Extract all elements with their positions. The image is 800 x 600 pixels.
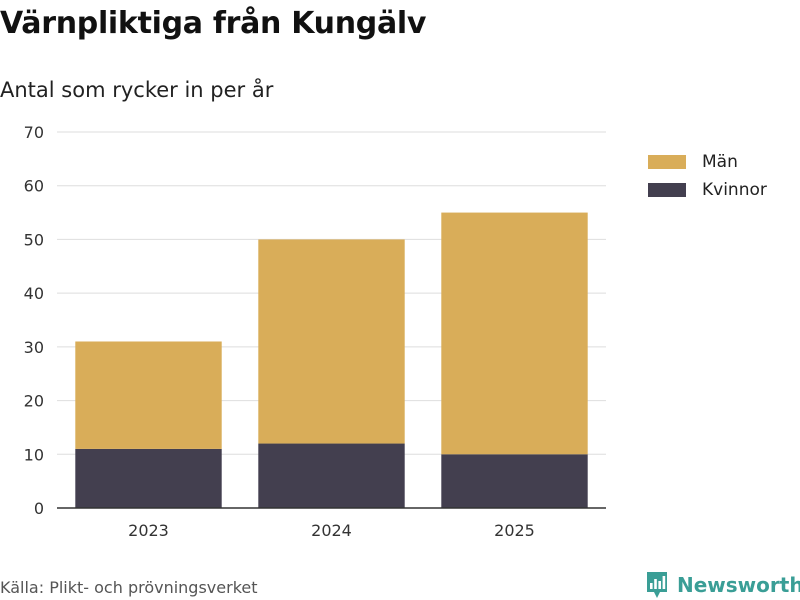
brand-name: Newsworthy bbox=[677, 573, 800, 597]
stacked-bar-chart: 0 10 20 30 40 50 60 70 2023 2024 2025 bbox=[24, 123, 606, 540]
source-note: Källa: Plikt- och prövningsverket bbox=[0, 578, 258, 597]
chart-subtitle: Antal som rycker in per år bbox=[0, 78, 274, 102]
y-tick-label-10: 10 bbox=[24, 445, 44, 464]
y-tick-label-70: 70 bbox=[24, 123, 44, 142]
bars bbox=[75, 212, 588, 508]
y-tick-label-30: 30 bbox=[24, 338, 44, 357]
bar-chart-icon bbox=[647, 572, 667, 598]
legend-label-kvinnor: Kvinnor bbox=[702, 180, 767, 200]
y-tick-label-60: 60 bbox=[24, 177, 44, 196]
legend: Män Kvinnor bbox=[648, 148, 767, 204]
x-tick-label-2024: 2024 bbox=[311, 521, 352, 540]
legend-swatch-man bbox=[648, 155, 686, 169]
bar-man-2023 bbox=[75, 341, 222, 449]
x-tick-label-2023: 2023 bbox=[128, 521, 169, 540]
y-tick-label-40: 40 bbox=[24, 284, 44, 303]
chart-title: Värnpliktiga från Kungälv bbox=[0, 6, 427, 41]
legend-label-man: Män bbox=[702, 152, 738, 172]
bar-kvinnor-2023 bbox=[75, 448, 222, 508]
y-axis-tick-labels: 0 10 20 30 40 50 60 70 bbox=[24, 123, 44, 518]
bar-kvinnor-2025 bbox=[441, 454, 588, 508]
bar-kvinnor-2024 bbox=[258, 443, 405, 508]
y-tick-label-0: 0 bbox=[34, 499, 44, 518]
y-tick-label-50: 50 bbox=[24, 230, 44, 249]
legend-item-kvinnor: Kvinnor bbox=[648, 176, 767, 204]
legend-swatch-kvinnor bbox=[648, 183, 686, 197]
bar-man-2024 bbox=[258, 239, 405, 444]
x-axis-tick-labels: 2023 2024 2025 bbox=[128, 521, 535, 540]
brand-logo: Newsworthy bbox=[645, 570, 800, 600]
bar-man-2025 bbox=[441, 212, 588, 455]
x-tick-label-2025: 2025 bbox=[494, 521, 535, 540]
legend-item-man: Män bbox=[648, 148, 767, 176]
y-tick-label-20: 20 bbox=[24, 392, 44, 411]
